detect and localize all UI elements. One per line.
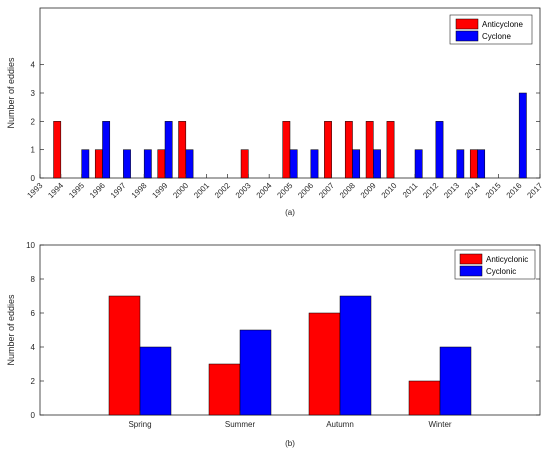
bar-a-cyclone-2014: [477, 149, 486, 179]
x-tick-label: 2001: [192, 181, 211, 200]
y-tick-label: 6: [31, 309, 36, 318]
bar-a-cyclone-1996: [102, 121, 111, 179]
bar-a-anticyclone-1994: [53, 121, 62, 179]
x-tick-label: 1994: [46, 181, 65, 200]
y-tick-label: 2: [31, 117, 36, 126]
chart-a-legend-swatch-cyclone: [455, 30, 479, 42]
bar-b-anticyclonic-autumn: [308, 312, 341, 416]
x-tick-label: Summer: [225, 420, 256, 429]
x-tick-label: 2017: [525, 181, 544, 200]
bar-a-anticyclone-2000: [178, 121, 187, 179]
chart-b-caption: (b): [285, 439, 295, 448]
y-tick-label: 0: [31, 411, 36, 420]
bar-a-anticyclone-1996: [94, 149, 103, 179]
x-tick-label: 1998: [130, 181, 149, 200]
x-tick-label: 2002: [213, 181, 232, 200]
chart-b-y-axis-label: Number of eddies: [6, 294, 16, 366]
bar-a-cyclone-2000: [185, 149, 194, 179]
chart-b-legend: Anticyclonic Cyclonic: [454, 249, 536, 280]
x-tick-label: 2009: [359, 181, 378, 200]
x-tick-label: 2015: [484, 181, 503, 200]
bar-a-anticyclone-2010: [386, 121, 395, 179]
bar-b-cyclonic-winter: [439, 346, 472, 416]
chart-a-legend-label-cyclone: Cyclone: [482, 32, 511, 41]
x-tick-label: 2011: [401, 181, 420, 200]
x-tick-label: 2008: [338, 181, 357, 200]
bar-b-anticyclonic-spring: [108, 295, 141, 416]
chart-a-y-axis-label: Number of eddies: [6, 57, 16, 129]
bar-a-cyclone-2016: [518, 92, 527, 179]
x-tick-label: 1993: [25, 181, 44, 200]
chart-b-bars: [108, 295, 472, 416]
bar-a-cyclone-1997: [123, 149, 131, 179]
bar-a-anticyclone-2003: [240, 149, 249, 179]
bar-a-cyclone-2006: [310, 149, 319, 179]
bar-a-cyclone-2013: [456, 149, 465, 179]
y-tick-label: 10: [26, 241, 35, 250]
bar-a-cyclone-1999: [164, 121, 173, 179]
chart-b-legend-swatch-anticyclonic: [459, 253, 483, 265]
bar-a-anticyclone-2007: [324, 121, 332, 179]
bar-a-cyclone-2008: [352, 149, 361, 179]
y-tick-label: 3: [31, 89, 36, 98]
x-tick-label: 2014: [463, 181, 482, 200]
y-tick-label: 4: [31, 61, 36, 70]
x-tick-label: Spring: [128, 420, 151, 429]
chart-a-legend: Anticyclone Cyclone: [449, 14, 533, 45]
bar-b-cyclonic-summer: [239, 329, 272, 416]
bar-a-anticyclone-2014: [469, 149, 478, 179]
x-tick-label: 2012: [421, 181, 440, 200]
x-tick-label: 1999: [150, 181, 169, 200]
x-tick-label: 2007: [317, 181, 336, 200]
x-tick-label: 2013: [442, 181, 461, 200]
x-tick-label: Winter: [428, 420, 451, 429]
x-tick-label: 2006: [296, 181, 315, 200]
bar-b-anticyclonic-winter: [408, 380, 441, 416]
x-tick-label: 2005: [275, 181, 294, 200]
chart-a-bars: [53, 92, 527, 179]
chart-a-legend-swatch-anticyclone: [455, 18, 479, 30]
bar-a-anticyclone-2008: [344, 121, 353, 179]
x-tick-label: 2010: [380, 181, 399, 200]
bar-a-anticyclone-2009: [365, 121, 374, 179]
chart-b-y-axis: 0 2 4 6 8 10: [26, 241, 540, 420]
x-tick-label: 1995: [67, 181, 86, 200]
x-tick-label: Autumn: [326, 420, 354, 429]
x-tick-label: 2004: [255, 181, 274, 200]
y-tick-label: 1: [31, 146, 36, 155]
x-tick-label: 2016: [505, 181, 524, 200]
bar-a-cyclone-2009: [373, 149, 381, 179]
y-tick-label: 8: [31, 275, 36, 284]
bar-a-anticyclone-1999: [157, 149, 166, 179]
chart-b-x-axis: Spring Summer Autumn Winter: [128, 411, 452, 429]
bar-b-anticyclonic-summer: [208, 363, 241, 416]
bar-a-cyclone-2012: [435, 121, 444, 179]
bar-a-cyclone-1998: [143, 149, 152, 179]
y-tick-label: 0: [31, 174, 36, 183]
bar-a-cyclone-1995: [81, 149, 90, 179]
bar-b-cyclonic-spring: [139, 346, 172, 416]
chart-b-legend-swatch-cyclonic: [459, 265, 483, 277]
y-tick-label: 2: [31, 377, 36, 386]
x-tick-label: 1996: [88, 181, 107, 200]
chart-b-legend-label-anticyclonic: Anticyclonic: [486, 255, 528, 264]
y-tick-label: 4: [31, 343, 36, 352]
bar-b-cyclonic-autumn: [339, 295, 372, 416]
x-tick-label: 1997: [109, 181, 128, 200]
chart-a-caption: (a): [285, 208, 295, 217]
bar-a-cyclone-2011: [414, 149, 423, 179]
chart-a-y-axis: 0 1 2 3 4: [31, 61, 540, 183]
x-tick-label: 2003: [234, 181, 253, 200]
bar-a-cyclone-2005: [289, 149, 298, 179]
chart-a-legend-label-anticyclone: Anticyclone: [482, 20, 523, 29]
chart-b: 0 2 4 6 8 10 Spring Summer Autumn Winter Number …: [6, 241, 541, 448]
bar-a-anticyclone-2005: [282, 121, 291, 179]
chart-b-legend-label-cyclonic: Cyclonic: [486, 267, 516, 276]
x-tick-label: 2000: [171, 181, 190, 200]
